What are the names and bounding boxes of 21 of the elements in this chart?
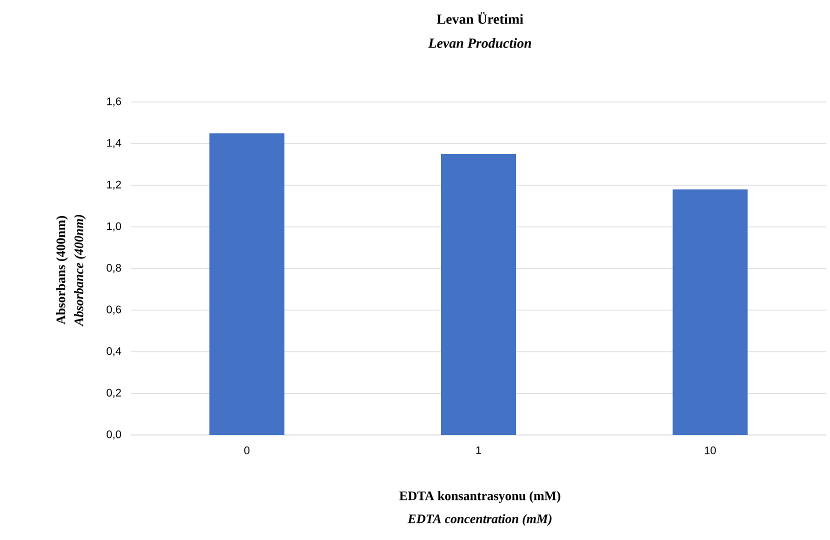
y-tick-label: 0,6 bbox=[106, 306, 122, 315]
bar bbox=[209, 133, 284, 435]
text: EDTA concentration (mM) bbox=[408, 514, 552, 526]
y-tick-label: 0,8 bbox=[106, 264, 122, 274]
x-tick-label: 1 bbox=[476, 446, 482, 454]
y-tick-label: 1,4 bbox=[107, 139, 122, 148]
y-tick-label: 0,0 bbox=[106, 430, 122, 440]
y-axis-title: Absorbans (400nm) bbox=[56, 216, 68, 324]
chart-title: Levan Üretimi bbox=[436, 12, 524, 24]
y-tick-label: 0,2 bbox=[106, 388, 121, 398]
bar bbox=[672, 189, 748, 435]
y-tick-label: 1,6 bbox=[107, 97, 122, 107]
chart-subtitle: Levan Production bbox=[428, 38, 532, 48]
x-axis-title: EDTA konsantrasyonu (mM) bbox=[399, 491, 560, 503]
x-tick-label: 0 bbox=[244, 446, 250, 454]
text: Absorbance (400nm) bbox=[74, 214, 86, 327]
bar bbox=[441, 154, 516, 435]
y-tick-label: 1,0 bbox=[107, 222, 122, 232]
y-tick-label: 1,2 bbox=[107, 180, 121, 190]
y-tick-label: 0,4 bbox=[106, 347, 122, 356]
x-tick-label: 10 bbox=[704, 446, 716, 454]
